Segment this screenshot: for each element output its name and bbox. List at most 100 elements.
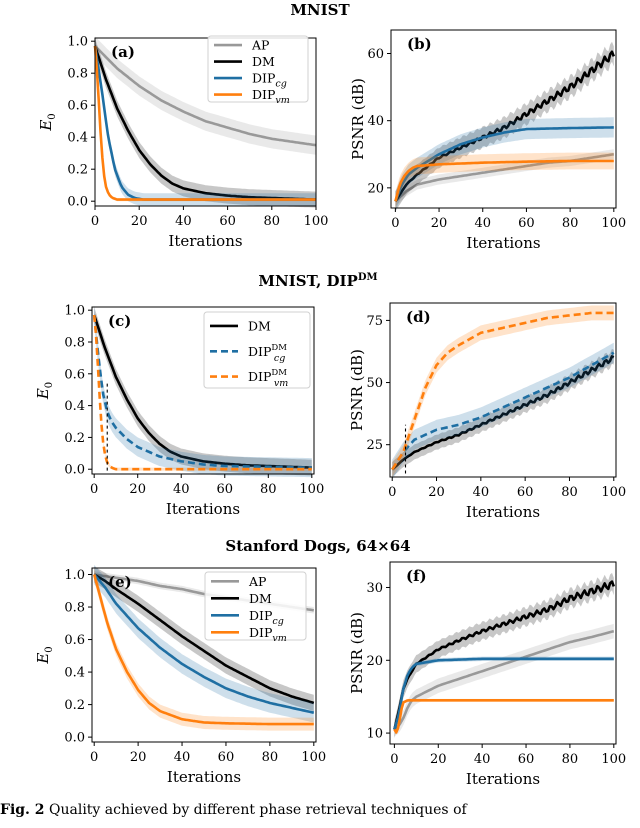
- y-tick-label-e-1: 0.2: [64, 698, 85, 713]
- x-tick-label-b-2: 40: [474, 216, 491, 231]
- y-tick-label-c-0: 0.0: [64, 463, 85, 478]
- panels: 0 20 40 60 80 1000.00.20.40.60.81.0Iterations…: [34, 29, 626, 788]
- line-b-dip-vm: [394, 159, 614, 202]
- x-axis-label-d: Iterations: [466, 503, 540, 521]
- x-tick-label-f-3: 60: [518, 752, 535, 767]
- band-f-ap: [394, 623, 614, 737]
- y-tick-label-b-2: 60: [367, 47, 384, 62]
- line-c-dip-vm-dm: [92, 314, 312, 471]
- band-b-ap: [395, 149, 614, 207]
- x-tick-label-f-2: 40: [474, 752, 491, 767]
- y-tick-label-d-1: 50: [366, 376, 383, 391]
- x-axis-label-b: Iterations: [466, 234, 540, 252]
- y-tick-label-f-2: 30: [366, 581, 383, 596]
- y-tick-label-b-0: 20: [367, 181, 384, 196]
- y-axis-label-d: PSNR (dB): [348, 349, 366, 431]
- y-axis-label-b: PSNR (dB): [349, 78, 367, 160]
- line-f-dm: [393, 580, 616, 730]
- x-tick-label-a-3: 60: [219, 214, 236, 229]
- panel-a: 0 20 40 60 80 100 0.0 0.2 0.4 0.6 0.8 1.0 Iterations…: [37, 35, 328, 250]
- x-tick-label-d-4: 80: [561, 485, 578, 500]
- band-c-dip-cg-dm: [94, 305, 312, 478]
- x-axis-label-a: Iterations: [168, 232, 242, 250]
- y-tick-label-e-5: 1.0: [64, 568, 85, 583]
- line-f-ap: [393, 629, 615, 731]
- x-tick-label-d-0: 0: [388, 485, 396, 500]
- y-tick-label-a-4: 0.8: [67, 67, 88, 82]
- x-tick-label-e-0: 0: [90, 750, 98, 765]
- y-tick-label-c-5: 1.0: [64, 304, 85, 319]
- axes-frame-d: [389, 302, 617, 478]
- y-tick-label-f-1: 20: [366, 654, 383, 669]
- x-tick-label-c-5: 100: [299, 482, 324, 497]
- panel-label-c: (c): [108, 312, 131, 330]
- line-e-dip-vm: [92, 574, 314, 726]
- legend-label-e-0: AP: [248, 574, 266, 589]
- y-axis-label-a: E0: [37, 113, 58, 131]
- legend-label-a-3: DIPvm: [252, 87, 290, 106]
- x-tick-label-e-1: 20: [130, 750, 147, 765]
- x-axis-label-c: Iterations: [166, 500, 240, 518]
- legend-label-a-2: DIPcg: [252, 71, 287, 90]
- band-b-dip-vm: [395, 152, 614, 210]
- line-b-dm: [394, 50, 616, 203]
- band-b-dip-cg: [395, 117, 614, 212]
- row-title-mnist-dip-text: MNIST, DIP: [258, 272, 357, 290]
- y-tick-label-c-2: 0.4: [64, 399, 85, 414]
- x-tick-label-c-3: 60: [216, 482, 233, 497]
- legend-label-e-3: DIPvm: [249, 625, 287, 644]
- band-f-dip-vm: [394, 698, 614, 734]
- y-tick-label-f-0: 10: [366, 727, 383, 742]
- y-tick-label-a-3: 0.6: [67, 99, 88, 114]
- x-tick-label-d-1: 20: [428, 485, 445, 500]
- panel-label-f: (f): [406, 567, 427, 585]
- row-title-mnist: MNIST: [290, 1, 350, 19]
- y-tick-label-e-0: 0.0: [64, 731, 85, 746]
- x-axis-label-f: Iterations: [466, 770, 540, 788]
- x-tick-label-f-4: 80: [562, 752, 579, 767]
- caption-text: Quality achieved by different phase retr…: [49, 802, 467, 818]
- line-f-dip-vm: [393, 699, 614, 734]
- x-tick-label-a-4: 80: [264, 214, 281, 229]
- line-a-ap: [94, 45, 317, 147]
- y-tick-label-c-1: 0.2: [64, 431, 85, 446]
- y-tick-label-e-4: 0.8: [64, 601, 85, 616]
- band-d-dip-cg-dm: [392, 342, 614, 480]
- x-tick-label-b-4: 80: [562, 216, 579, 231]
- line-e-dm: [93, 573, 315, 705]
- x-tick-label-e-3: 60: [218, 750, 235, 765]
- x-tick-label-c-0: 0: [90, 482, 98, 497]
- legend-label-c-1: DIPDM cg: [248, 343, 287, 364]
- y-tick-label-c-4: 0.8: [64, 335, 85, 350]
- x-tick-label-f-0: 0: [390, 752, 398, 767]
- legend-label-a-1: DM: [252, 54, 275, 69]
- x-tick-label-d-5: 100: [601, 485, 626, 500]
- legend-box-e: [204, 571, 307, 641]
- line-c-dm: [92, 314, 312, 469]
- axes-frame-e: [91, 567, 317, 743]
- x-tick-label-e-2: 40: [174, 750, 191, 765]
- y-tick-label-c-3: 0.6: [64, 367, 85, 382]
- y-tick-label-e-3: 0.6: [64, 633, 85, 648]
- row-title-stanford-dogs: Stanford Dogs, 64×64: [225, 537, 410, 555]
- line-c-dip-cg-dm: [92, 314, 312, 469]
- x-tick-label-e-4: 80: [262, 750, 279, 765]
- legend-label-e-1: DM: [249, 591, 272, 606]
- caption-label: Fig. 2: [0, 802, 45, 818]
- legend-label-c-2: DIPDM vm: [248, 368, 288, 389]
- x-tick-label-d-3: 60: [517, 485, 534, 500]
- x-tick-label-c-4: 80: [260, 482, 277, 497]
- legend-box-a: [207, 35, 309, 103]
- line-d-dip-cg-dm: [391, 351, 615, 471]
- line-a-dip-vm: [93, 45, 316, 201]
- x-tick-label-f-5: 100: [601, 752, 626, 767]
- y-axis-label-c: E0: [34, 382, 55, 400]
- x-tick-label-e-5: 100: [301, 750, 326, 765]
- y-tick-label-d-2: 75: [366, 314, 383, 329]
- caption: Fig. 2 Quality achieved by different pha…: [0, 802, 640, 818]
- x-tick-label-b-0: 0: [391, 216, 399, 231]
- panel-e: 0 20 40 60 80 100 0.0 0.2 0.4 0.6 0.8 1.0 Iterations…: [34, 564, 326, 786]
- legend-label-e-2: DIPcg: [249, 608, 284, 627]
- legend-label-a-0: AP: [251, 38, 269, 53]
